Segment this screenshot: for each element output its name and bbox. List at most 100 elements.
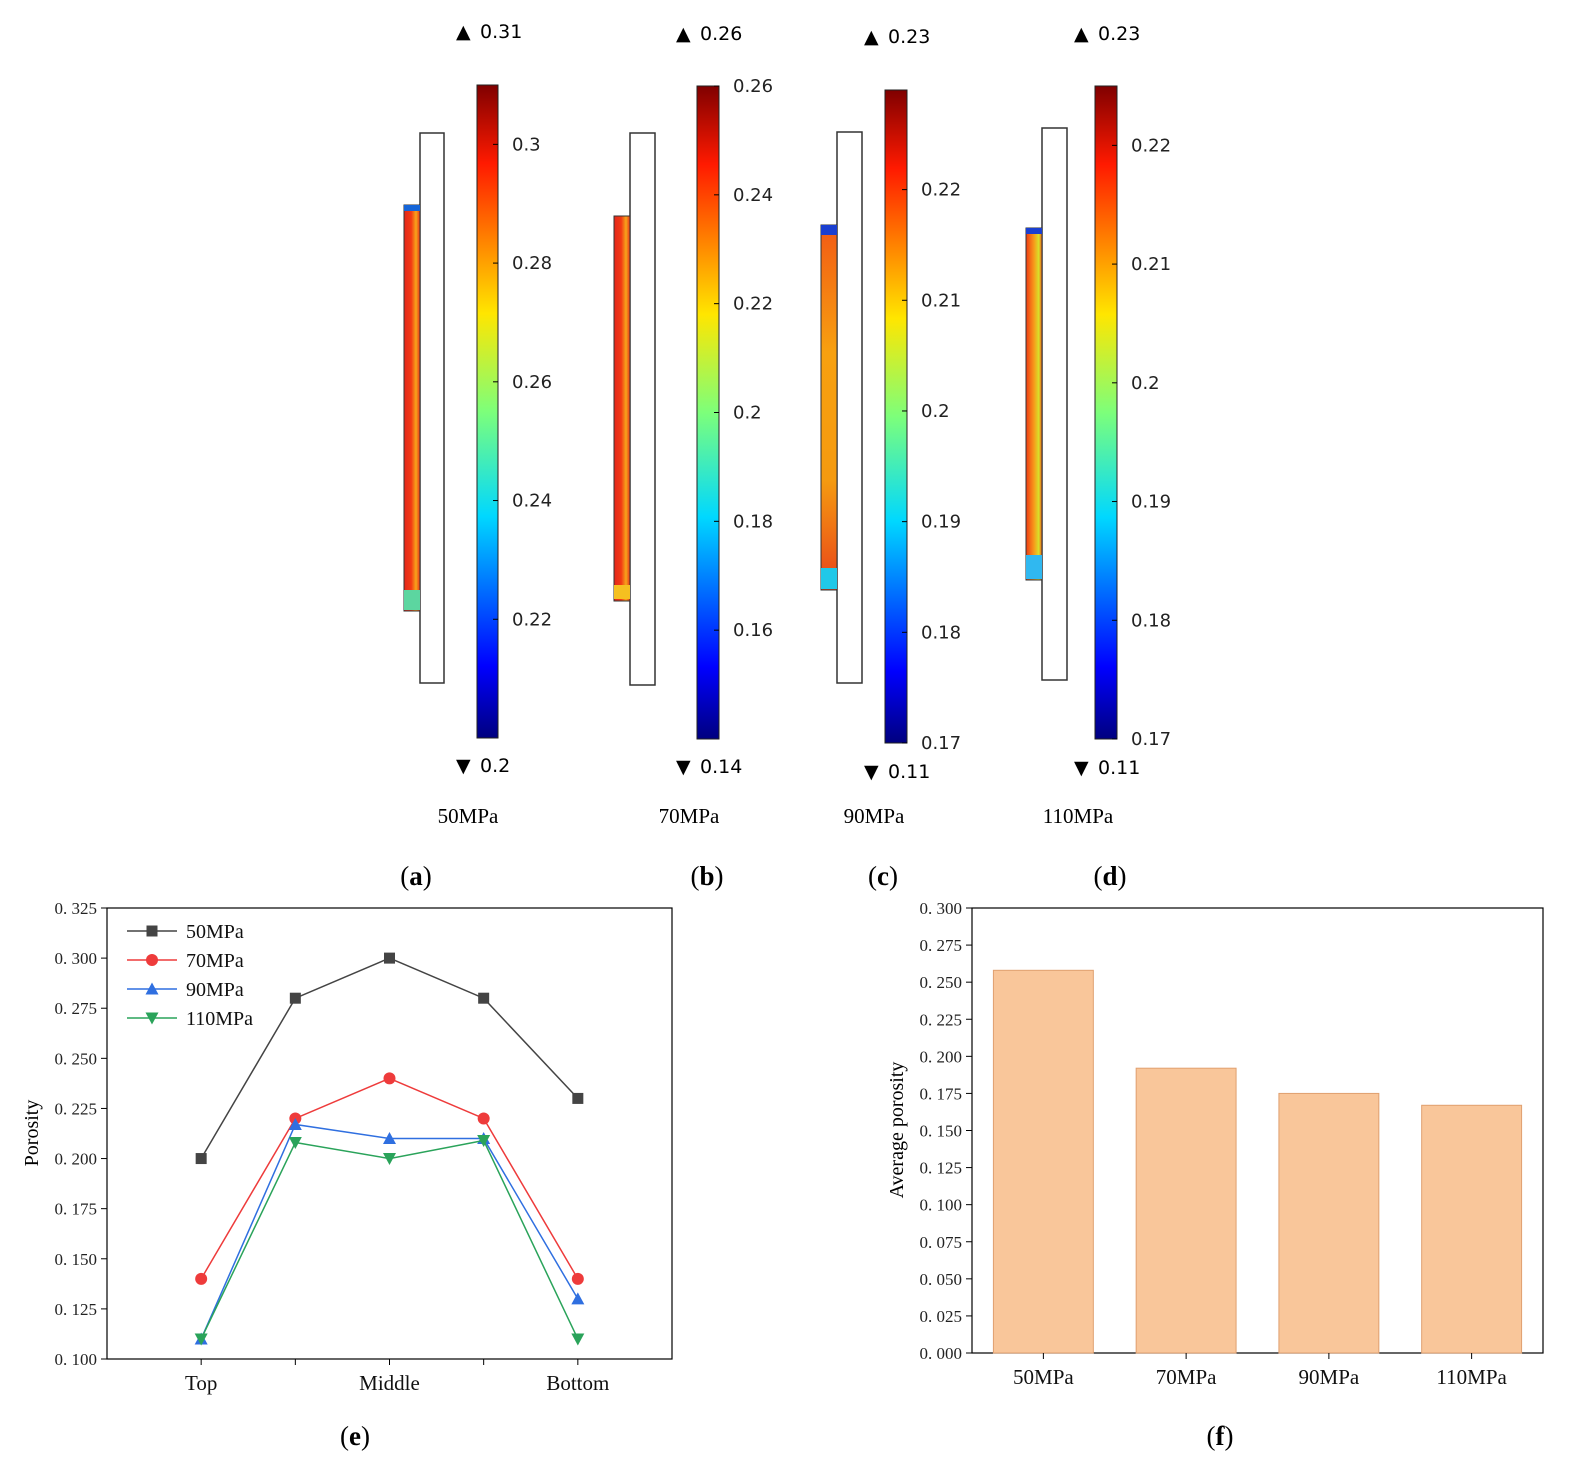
panel-e-point-70MPa — [195, 1272, 208, 1285]
panel-e-legend: 50MPa 70MPa 90MPa 110MPa — [127, 921, 253, 1030]
panel-e-y-tick-label: 0. 100 — [55, 1350, 98, 1369]
panel-e-x-axis: Top Middle Bottom — [185, 1359, 609, 1395]
panel-e-legend-marker — [146, 954, 158, 966]
panel-f-y-tick-label: 0. 050 — [920, 1270, 963, 1289]
panel-b: ▲ 0.26 0.26 0.24 0.22 0.2 0.18 0.16 ▼ 0.14 70… — [613, 23, 773, 891]
panel-c-colorbar — [884, 89, 908, 744]
panel-f-bar-70MPa — [1135, 1067, 1237, 1354]
panel-e-x-tick-label: Middle — [359, 1371, 420, 1395]
panel-b-domain-outline — [629, 132, 656, 686]
panel-e-point-110MPa — [571, 1333, 585, 1346]
panel-f-x-tick-label: 70MPa — [1156, 1365, 1217, 1389]
panel-b-min-label: 0.14 — [700, 756, 742, 778]
panel-a-caption: (a) — [400, 861, 432, 891]
panel-b-colorbar-ticks: 0.26 0.24 0.22 0.2 0.18 0.16 — [714, 76, 773, 641]
panel-d-strip-bottom-edge — [1026, 555, 1042, 579]
panel-f-y-tick-label: 0. 300 — [920, 899, 963, 918]
panel-e-point-90MPa — [571, 1292, 585, 1305]
panel-c-colorbar-tick-label: 0.2 — [921, 401, 950, 422]
panel-d-colorbar-tick-label: 0.22 — [1131, 135, 1171, 156]
panel-d: ▲ 0.23 0.22 0.21 0.2 0.19 0.18 0.17 ▼ 0.11 11… — [1025, 23, 1171, 891]
panel-e-point-70MPa — [477, 1112, 490, 1125]
panel-e-legend-marker — [145, 1012, 159, 1025]
panel-e-x-tick-label: Bottom — [546, 1371, 609, 1395]
panel-e-y-tick-label: 0. 300 — [55, 949, 98, 968]
panel-d-colorbar-tick-label: 0.18 — [1131, 610, 1171, 631]
panel-b-colorbar-tick-label: 0.22 — [733, 294, 773, 315]
panel-d-porosity-strip — [1025, 227, 1043, 581]
panel-f-y-axis-title: Average porosity — [886, 1062, 908, 1199]
panel-e-point-110MPa — [477, 1135, 491, 1148]
panel-f-bars: 50MPa 70MPa 90MPa 110MPa — [992, 969, 1523, 1389]
panel-b-colorbar-tick-label: 0.2 — [733, 403, 762, 424]
panel-a-colorbar-tick-label: 0.3 — [512, 134, 541, 155]
panel-c-colorbar-tick-label: 0.19 — [921, 512, 961, 533]
panel-a-porosity-strip — [403, 204, 421, 612]
panel-d-colorbar-tick-label: 0.21 — [1131, 254, 1171, 275]
panel-b-max-label: 0.26 — [700, 23, 742, 45]
panel-e-legend-label: 110MPa — [186, 1008, 253, 1030]
panel-a-colorbar-tick-label: 0.22 — [512, 609, 552, 630]
panel-f-y-tick-label: 0. 025 — [920, 1307, 963, 1326]
panel-e-y-tick-label: 0. 250 — [55, 1049, 98, 1068]
panel-e-point-70MPa — [571, 1272, 584, 1285]
panel-c-min-label: 0.11 — [888, 761, 930, 783]
panel-a-colorbar-tick-label: 0.28 — [512, 253, 552, 274]
panel-a-strip-top-edge — [404, 205, 420, 211]
panel-e-caption: (e) — [340, 1421, 370, 1451]
panel-c-strip-bottom-edge — [821, 568, 837, 589]
panel-e-series-line-70MPa — [200, 1077, 579, 1280]
panel-e-series — [194, 952, 585, 1346]
panel-b-pressure-label: 70MPa — [659, 804, 720, 828]
panel-e-y-tick-label: 0. 225 — [55, 1099, 98, 1118]
panel-c-domain-outline — [836, 131, 863, 684]
panel-f-y-tick-label: 0. 125 — [920, 1159, 963, 1178]
panel-f-y-tick-label: 0. 225 — [920, 1010, 963, 1029]
panel-c-max-label: 0.23 — [888, 26, 930, 48]
panel-b-colorbar-tick-label: 0.24 — [733, 185, 773, 206]
panel-e-y-tick-label: 0. 175 — [55, 1200, 98, 1219]
panel-a-pressure-label: 50MPa — [438, 804, 499, 828]
panel-f-y-axis: 0. 000 0. 025 0. 050 0. 075 0. 100 0. 125 0. 1… — [920, 899, 972, 1363]
panel-d-min-label: 0.11 — [1098, 757, 1140, 779]
panel-e-y-tick-label: 0. 275 — [55, 999, 98, 1018]
panel-d-strip-top-edge — [1026, 228, 1042, 234]
panel-f-bar-110MPa — [1421, 1104, 1523, 1354]
panel-e-point-110MPa — [288, 1137, 302, 1150]
panel-f-y-tick-label: 0. 075 — [920, 1233, 963, 1252]
panel-b-min-label-arrow: ▼ — [676, 756, 691, 778]
panel-e-y-tick-label: 0. 125 — [55, 1300, 98, 1319]
panel-e-y-axis: 0. 100 0. 125 0. 150 0. 175 0. 200 0. 225 0. 2… — [55, 899, 107, 1369]
panel-a-max-label-arrow: ▲ — [456, 21, 471, 43]
panel-f-y-tick-label: 0. 100 — [920, 1196, 963, 1215]
panel-c-min-label-arrow: ▼ — [864, 761, 879, 783]
panel-d-min-label-arrow: ▼ — [1074, 757, 1089, 779]
panel-e-legend-label: 70MPa — [186, 950, 244, 972]
panel-a: ▲ 0.31 0.3 0.28 0.26 0.24 0.22 ▼ 0.2 50MPa (… — [400, 21, 552, 891]
panel-f-y-tick-label: 0. 275 — [920, 936, 963, 955]
panel-b-strip-bottom-edge — [614, 585, 630, 599]
panel-a-colorbar-tick-label: 0.26 — [512, 372, 552, 393]
panel-e-y-tick-label: 0. 325 — [55, 899, 98, 918]
panel-c-colorbar-ticks: 0.22 0.21 0.2 0.19 0.18 0.17 — [902, 180, 961, 754]
panel-a-colorbar-ticks: 0.3 0.28 0.26 0.24 0.22 — [493, 134, 552, 630]
panel-f-x-tick-label: 50MPa — [1013, 1365, 1074, 1389]
panel-f-x-tick-label: 110MPa — [1436, 1365, 1507, 1389]
panel-a-min-label: 0.2 — [480, 755, 510, 777]
panel-a-min-label-arrow: ▼ — [456, 755, 471, 777]
panel-e-series-line-110MPa — [200, 1139, 579, 1340]
panel-d-pressure-label: 110MPa — [1043, 804, 1114, 828]
panel-e-legend-marker — [146, 925, 158, 937]
panel-f-bar-90MPa — [1278, 1092, 1380, 1354]
panel-c-pressure-label: 90MPa — [844, 804, 905, 828]
panel-e-point-50MPa — [572, 1092, 584, 1104]
panel-f: 0. 000 0. 025 0. 050 0. 075 0. 100 0. 125 0. 1… — [886, 899, 1544, 1451]
panel-a-max-label: 0.31 — [480, 21, 522, 43]
panel-d-max-label-arrow: ▲ — [1074, 23, 1089, 45]
panel-f-x-tick-label: 90MPa — [1299, 1365, 1360, 1389]
panel-f-y-tick-label: 0. 000 — [920, 1344, 963, 1363]
panel-b-colorbar-tick-label: 0.26 — [733, 76, 773, 97]
panel-d-colorbar-tick-label: 0.2 — [1131, 373, 1160, 394]
panel-f-y-tick-label: 0. 150 — [920, 1122, 963, 1141]
panel-b-porosity-strip — [613, 215, 631, 602]
